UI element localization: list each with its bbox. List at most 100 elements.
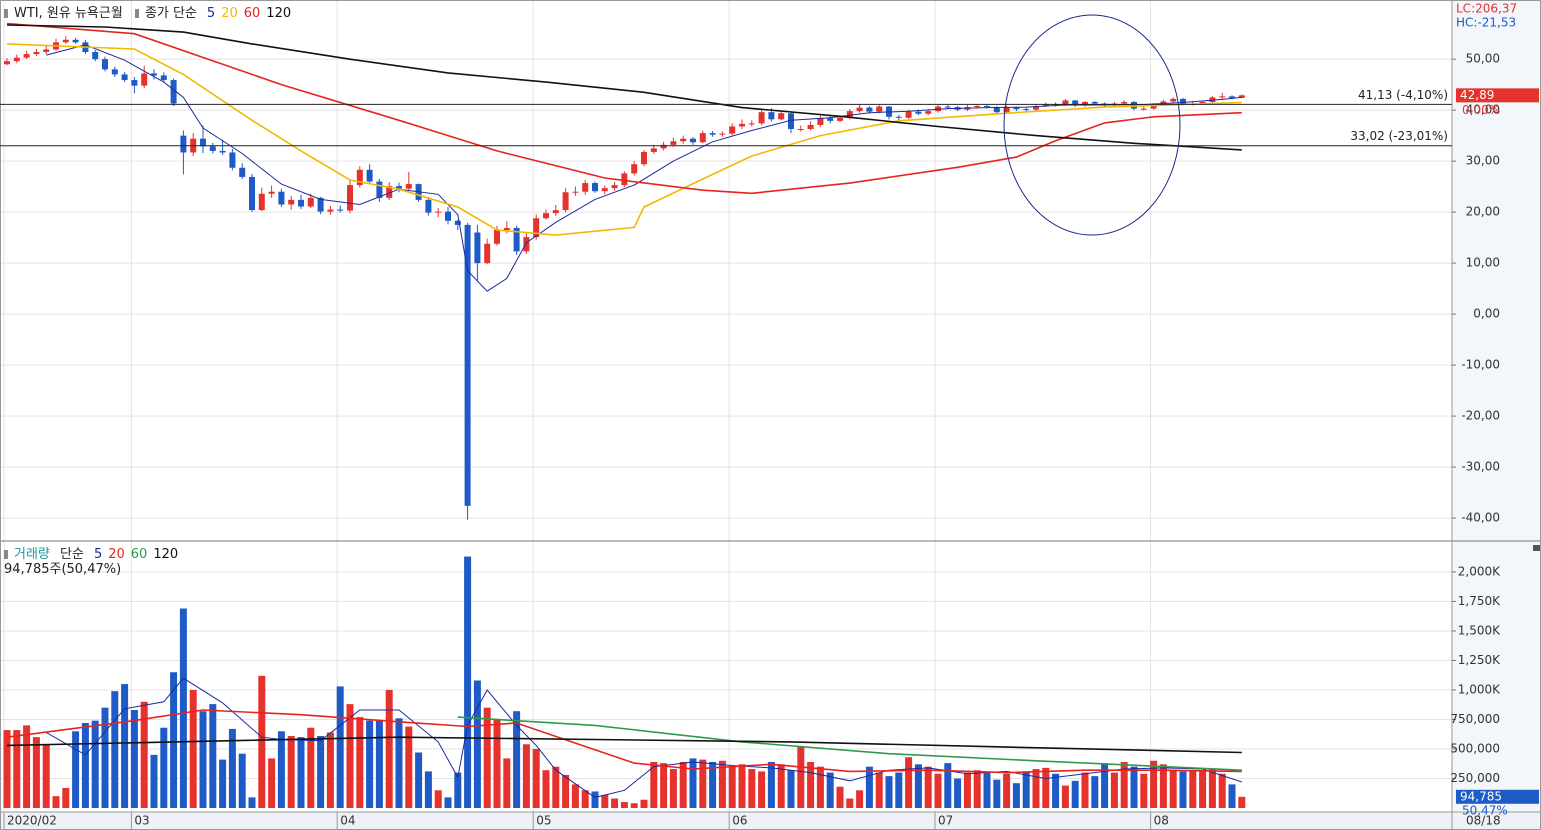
volume-bar [1159,764,1167,808]
candle-body [552,210,559,214]
moving-average-line [6,24,1242,151]
candle-body [1042,104,1049,107]
last-volume-box [1456,789,1539,804]
volume-bar [336,686,344,808]
candle-body [523,237,530,252]
candle-body [258,193,265,211]
candle-body [993,107,1000,113]
candle-body [4,61,10,65]
volume-bar [258,675,266,808]
candle-body [396,186,402,189]
candle-body [846,111,853,118]
candle-body [464,224,471,506]
volume-bar [454,772,462,808]
volume-bar [1032,769,1040,808]
candle-body [298,199,304,207]
volume-bar [630,803,638,808]
candle-body [984,106,990,108]
volume-bar [1042,767,1050,808]
volume-bar [885,776,893,808]
moving-average-line [46,44,1242,292]
legend: 5 20 60 120 [90,547,180,562]
volume-bar [444,797,452,808]
candle-body [1013,107,1020,110]
legend-entry: 5 [206,6,216,21]
volume-bar [1218,773,1226,808]
candle-body [631,164,638,174]
volume-bar [679,761,687,808]
y-tick-label: 500,000 [1450,741,1500,755]
y-tick-label: 0,00 [1473,307,1500,321]
change-label: 0,00% [1462,103,1500,117]
volume-bar [954,778,962,808]
candle-body [690,138,696,143]
candle-body [288,199,295,205]
candle-body [1121,101,1128,104]
candle-body [376,181,383,198]
last-price-box [1456,88,1539,103]
volume-bar [689,758,697,808]
volume-bar [993,779,1001,808]
volume-bar [669,769,677,808]
candle-body [856,107,863,112]
x-tick-label: 04 [340,814,355,828]
last-volume-label: 94,785 [1460,789,1502,803]
candle-body [709,133,716,135]
lc-label: LC:206,37 [1456,2,1517,16]
legend-entry: 20 [108,547,125,562]
candle-body [611,185,618,189]
y-tick-label: 50,00 [1466,52,1500,66]
volume-bar [13,730,21,808]
highlight-ellipse [1003,14,1181,236]
y-tick-label: 1,500K [1458,623,1501,637]
y-tick-label: -30,00 [1461,460,1500,474]
volume-bar [160,727,168,808]
volume-bar [728,766,736,808]
volume-bar [1150,760,1158,808]
candle-body [974,106,981,108]
x-tick-label: 03 [134,814,149,828]
volume-bar [934,773,942,808]
marks [3,22,1246,808]
volume-bar [552,766,560,808]
candle-body [102,59,108,70]
price-header: WTI, 원유 뉴욕근월 종가 단순 5 20 60 120 [4,2,299,21]
candle-body [827,118,834,121]
candle-body [797,129,804,131]
candle-body [1238,95,1245,98]
volume-bar [42,744,50,808]
candle-body [268,191,275,194]
volume-bar [807,761,815,808]
moving-average-line [6,709,1242,774]
hc-label: HC:-21,53 [1456,16,1516,30]
volume-bar [542,770,550,808]
candle-body [337,209,344,211]
volume-bar [1101,763,1109,808]
candle-body [278,191,285,205]
volume-bar [395,718,403,808]
volume-bar [846,798,854,808]
legend-entry: 60 [243,6,261,21]
candle-body [141,73,148,86]
candle-body [1131,101,1137,109]
candle-body [533,218,540,238]
candle-body [43,49,50,53]
volume-bar [924,766,932,808]
candle-body [503,227,510,230]
candle-body [915,111,922,114]
volume-bar [405,726,413,808]
volume-bar [32,737,40,808]
candle-body [778,113,785,120]
legend: 5 20 60 120 [203,6,293,21]
panel-button[interactable] [1533,545,1540,551]
candle-body [454,220,461,225]
volume-bar [1238,796,1246,808]
candle-body [895,116,902,118]
candle-body [905,111,912,118]
candle-body [307,197,314,207]
candle-body [748,123,755,125]
volume-bar [326,732,334,808]
y-tick-label: 40,00 [1466,103,1500,117]
volume-bar [111,691,119,808]
